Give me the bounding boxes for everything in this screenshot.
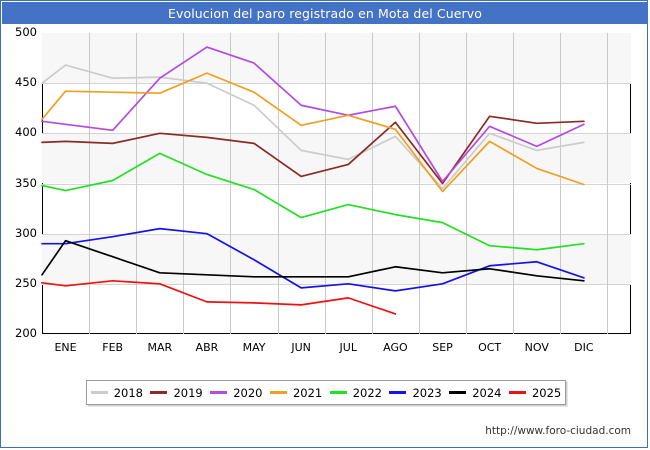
gridline-v bbox=[560, 33, 562, 334]
x-axis-tick-ene: ENE bbox=[54, 341, 77, 354]
gridline-v bbox=[324, 33, 326, 334]
chart-legend: 2018 2019 2020 2021 2022 2023 2024 2025 bbox=[86, 380, 566, 405]
legend-label-2023: 2023 bbox=[412, 385, 442, 400]
y-axis-tick-200: 200 bbox=[15, 326, 37, 340]
x-axis-tick-may: MAY bbox=[242, 341, 266, 354]
y-axis-tick-450: 450 bbox=[15, 75, 37, 90]
legend-swatch-2020 bbox=[210, 391, 228, 394]
gridline-v bbox=[418, 33, 420, 334]
gridline-v bbox=[607, 33, 609, 334]
gridline-h bbox=[42, 183, 631, 185]
x-axis-tick-ago: AGO bbox=[383, 341, 408, 354]
gridline-v bbox=[183, 33, 185, 334]
legend-label-2019: 2019 bbox=[173, 385, 203, 400]
series-line-2024 bbox=[41, 239, 585, 282]
source-url: http://www.foro-ciudad.com bbox=[485, 425, 631, 437]
y-axis-tick-300: 300 bbox=[15, 225, 37, 240]
legend-item-2018[interactable]: 2018 bbox=[87, 386, 147, 400]
x-axis-tick-jun: JUN bbox=[291, 341, 311, 354]
y-axis-tick-500: 500 bbox=[15, 25, 37, 39]
gridline-v bbox=[136, 33, 138, 334]
x-axis-tick-sep: SEP bbox=[432, 341, 453, 354]
y-axis-tick-250: 250 bbox=[15, 275, 37, 290]
legend-swatch-2021 bbox=[269, 391, 287, 394]
legend-item-2019[interactable]: 2019 bbox=[147, 386, 207, 400]
legend-item-2025[interactable]: 2025 bbox=[505, 386, 565, 400]
chart-title-bar: Evolucion del paro registrado en Mota de… bbox=[2, 2, 648, 24]
plot-band bbox=[42, 133, 631, 184]
legend-swatch-2018 bbox=[90, 391, 108, 394]
legend-swatch-2025 bbox=[508, 391, 526, 394]
plot-band bbox=[42, 33, 631, 84]
x-axis-tick-oct: OCT bbox=[478, 341, 502, 354]
series-line-2022 bbox=[41, 152, 585, 251]
series-line-2023 bbox=[41, 227, 585, 292]
x-axis-tick-mar: MAR bbox=[147, 341, 173, 354]
gridline-v bbox=[89, 33, 91, 334]
gridline-v bbox=[513, 33, 515, 334]
x-axis-tick-dic: DIC bbox=[574, 341, 594, 354]
gridline-h bbox=[42, 133, 631, 135]
legend-label-2024: 2024 bbox=[472, 385, 502, 400]
series-line-2018 bbox=[41, 64, 585, 190]
gridline-v bbox=[371, 33, 373, 334]
series-line-2025 bbox=[41, 279, 397, 315]
x-axis-tick-abr: ABR bbox=[195, 341, 219, 354]
legend-item-2021[interactable]: 2021 bbox=[266, 386, 326, 400]
series-line-2020 bbox=[41, 46, 585, 183]
legend-label-2021: 2021 bbox=[292, 385, 323, 400]
legend-swatch-2022 bbox=[329, 391, 347, 394]
legend-item-2023[interactable]: 2023 bbox=[386, 386, 446, 400]
legend-swatch-2019 bbox=[150, 391, 168, 394]
series-line-2019 bbox=[41, 115, 585, 185]
x-axis-tick-jul: JUL bbox=[339, 341, 357, 354]
x-axis-tick-nov: NOV bbox=[524, 341, 549, 354]
legend-swatch-2024 bbox=[449, 391, 467, 394]
page-title: Evolucion del paro registrado en Mota de… bbox=[167, 5, 483, 21]
legend-item-2024[interactable]: 2024 bbox=[446, 386, 506, 400]
y-axis-tick-400: 400 bbox=[15, 125, 37, 140]
legend-item-2022[interactable]: 2022 bbox=[326, 386, 386, 400]
legend-swatch-2023 bbox=[389, 391, 407, 394]
legend-label-2020: 2020 bbox=[233, 385, 263, 400]
series-line-2021 bbox=[41, 72, 585, 193]
plot-area bbox=[41, 33, 631, 334]
legend-item-2020[interactable]: 2020 bbox=[207, 386, 267, 400]
legend-label-2025: 2025 bbox=[531, 385, 562, 400]
gridline-v bbox=[466, 33, 468, 334]
gridline-v bbox=[230, 33, 232, 334]
legend-label-2018: 2018 bbox=[113, 385, 144, 400]
legend-label-2022: 2022 bbox=[352, 385, 383, 400]
gridline-h bbox=[42, 233, 631, 235]
x-axis-tick-feb: FEB bbox=[102, 341, 124, 354]
series-lines bbox=[41, 46, 585, 315]
gridline-h bbox=[42, 83, 631, 85]
gridline-v bbox=[277, 33, 279, 334]
y-axis-tick-350: 350 bbox=[15, 175, 37, 190]
